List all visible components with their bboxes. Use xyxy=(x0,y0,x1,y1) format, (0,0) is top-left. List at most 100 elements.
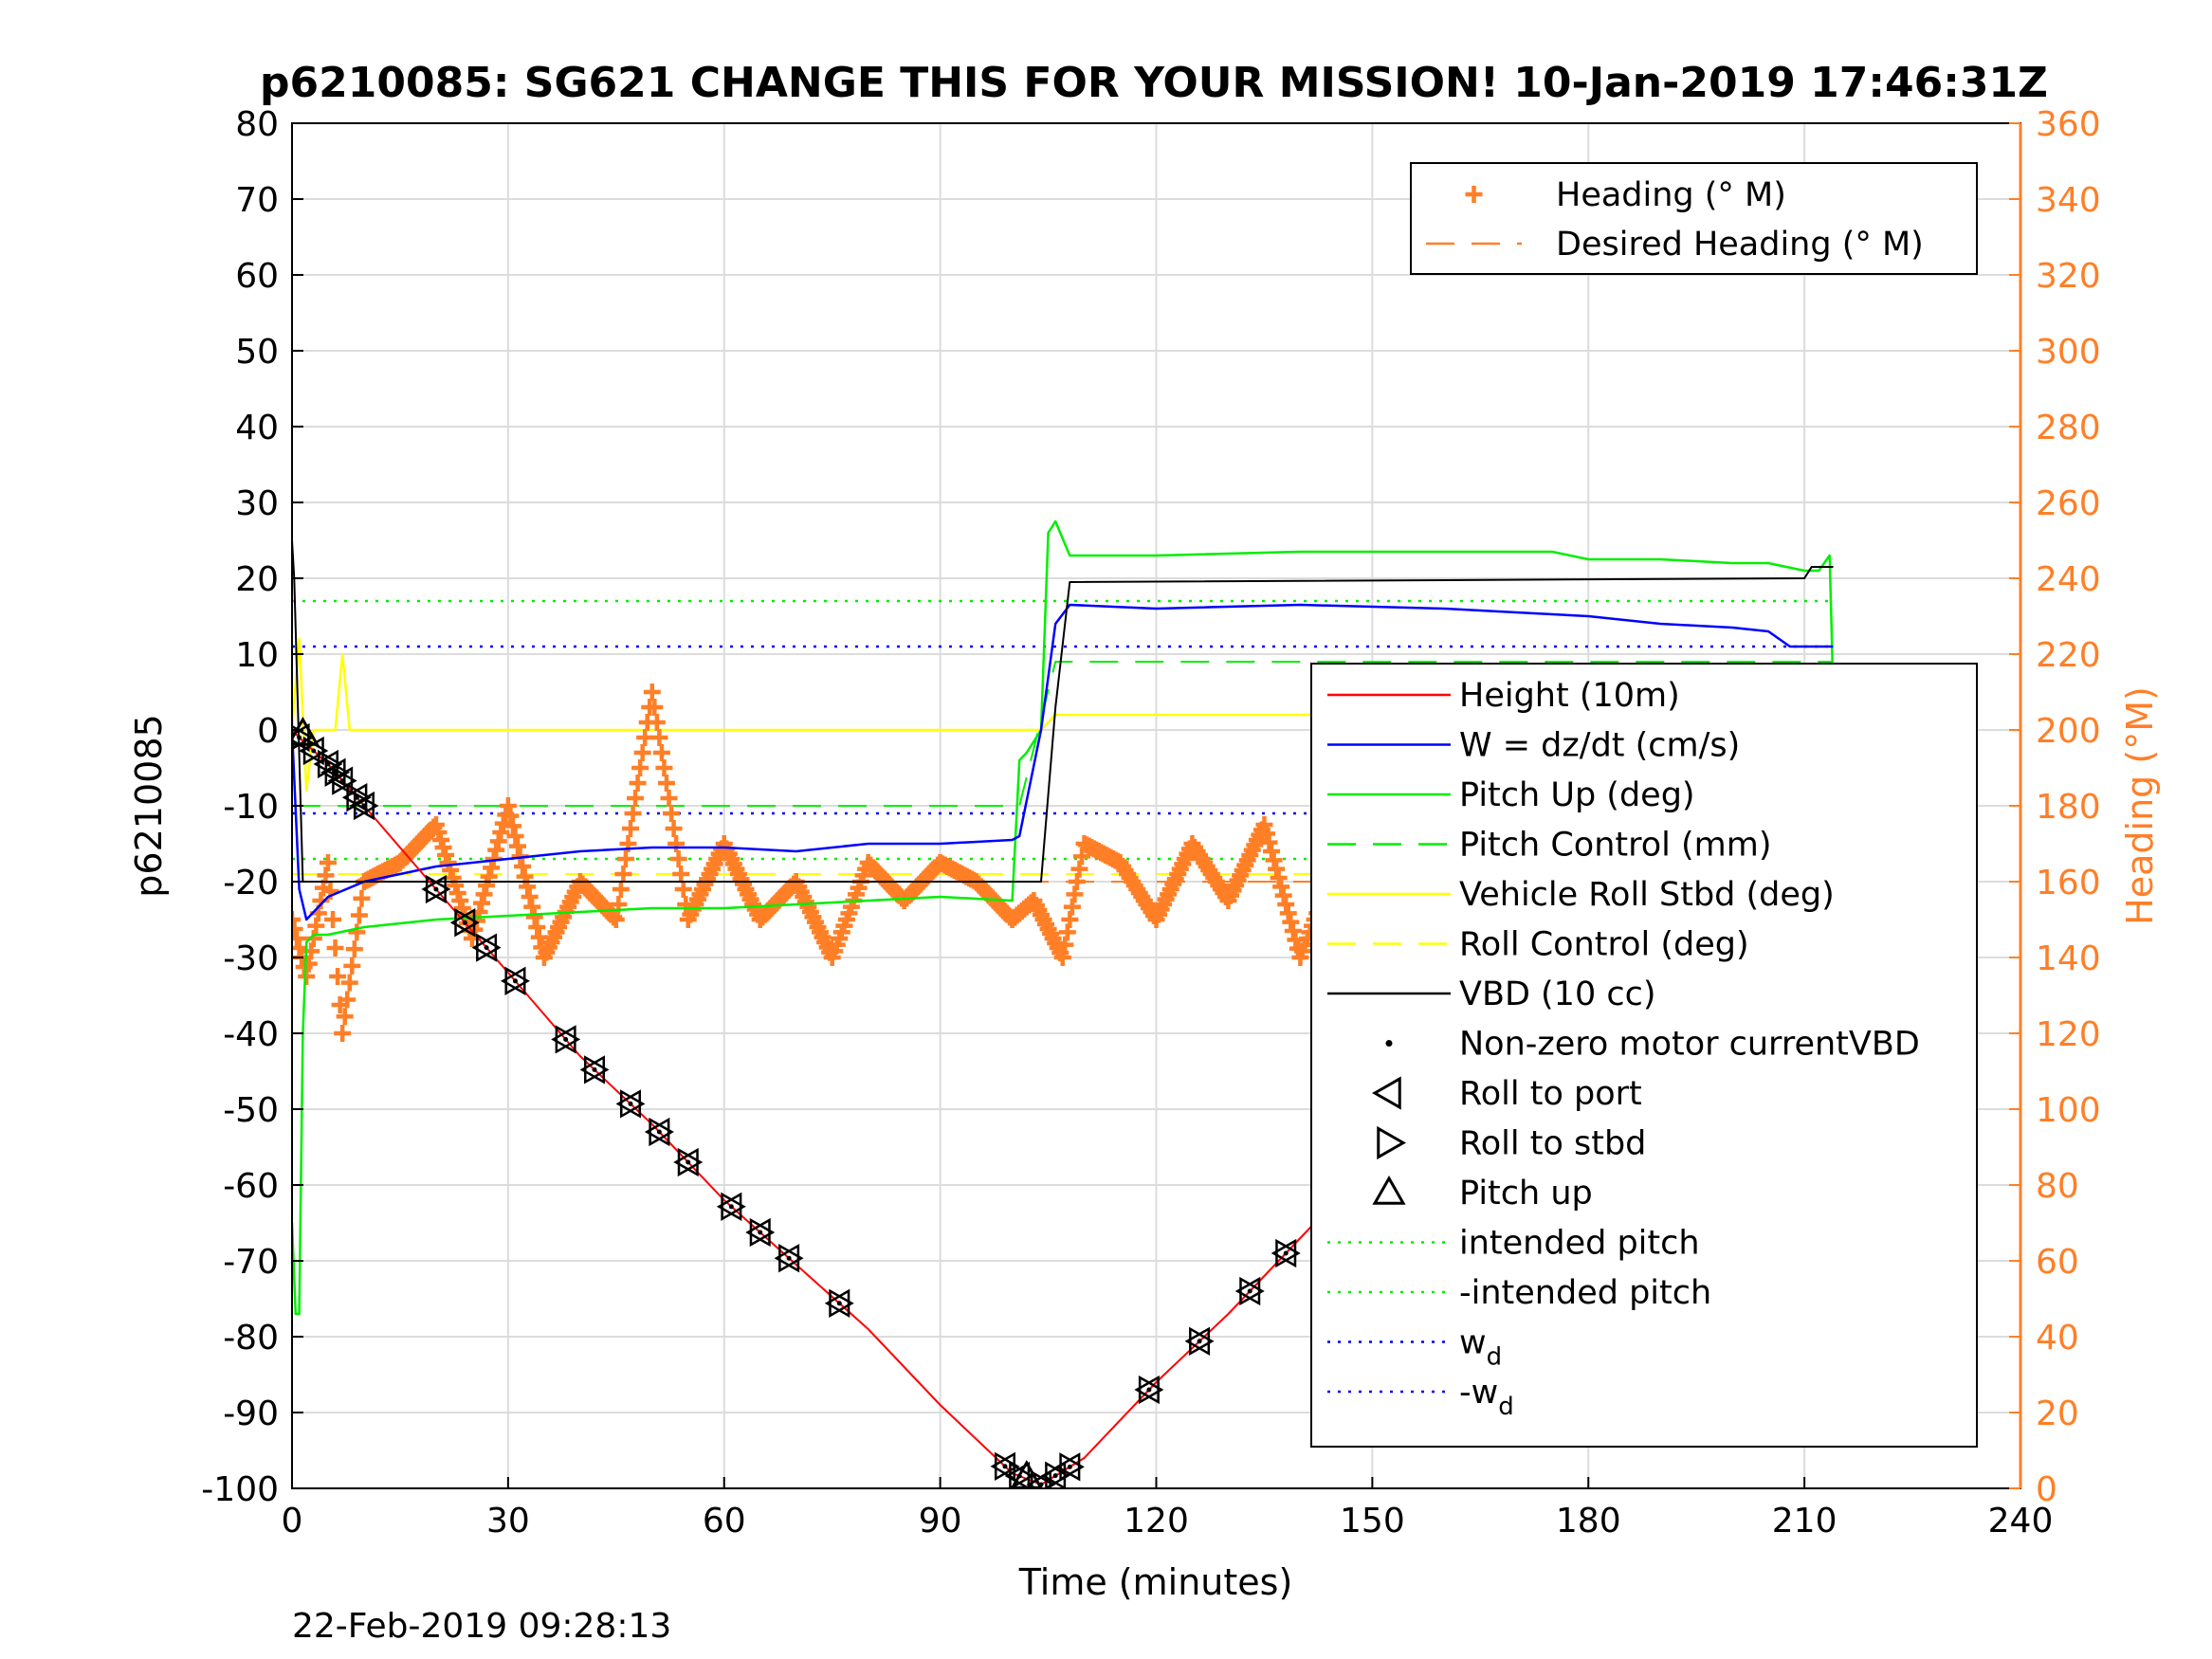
roll-to-stbd-marker xyxy=(994,1451,1020,1481)
y-tick-label-left: -60 xyxy=(223,1167,279,1206)
heading-point xyxy=(607,911,625,928)
motor-current-dot xyxy=(512,978,518,984)
heading-point xyxy=(353,889,371,907)
legend-label: Height (10m) xyxy=(1459,677,1680,715)
motor-current-dot xyxy=(563,1036,569,1042)
motor-current-dot xyxy=(361,803,367,809)
y-tick-label-right: 40 xyxy=(2036,1319,2079,1358)
heading-point xyxy=(1270,869,1288,886)
y-tick-label-right: 120 xyxy=(2036,1015,2101,1054)
y-tick-label-left: -20 xyxy=(223,864,279,902)
roll-to-stbd-marker xyxy=(1275,1238,1301,1268)
legend-sample-dot xyxy=(1385,1040,1393,1047)
y-tick-label-right: 320 xyxy=(2036,257,2101,296)
roll-to-stbd-marker xyxy=(504,966,530,995)
x-tick-label: 120 xyxy=(1124,1502,1189,1540)
heading-point xyxy=(525,908,543,926)
roll-to-stbd-marker xyxy=(620,1089,646,1119)
y-tick-label-left: 0 xyxy=(257,712,279,751)
heading-point xyxy=(1279,904,1297,922)
heading-point xyxy=(643,684,661,701)
roll-to-port-marker xyxy=(551,1025,576,1054)
heading-point xyxy=(657,775,675,792)
heading-point xyxy=(312,892,330,909)
heading-point xyxy=(669,850,687,867)
y-tick-label-right: 180 xyxy=(2036,788,2101,827)
series-vbd-10-cc xyxy=(292,539,1834,883)
motor-current-dot xyxy=(1067,1464,1072,1469)
heading-point xyxy=(655,759,673,776)
x-tick-label: 210 xyxy=(1772,1502,1837,1540)
motor-current-dot xyxy=(836,1301,842,1306)
legend-label: Roll Control (deg) xyxy=(1459,926,1749,964)
x-tick-label: 150 xyxy=(1340,1502,1405,1540)
motor-current-dot xyxy=(311,748,317,754)
motor-current-dot xyxy=(758,1230,763,1235)
heading-point xyxy=(530,928,548,946)
y-tick-label-right: 160 xyxy=(2036,864,2101,902)
heading-point xyxy=(336,1008,354,1026)
heading-point xyxy=(1265,851,1283,869)
legend-label: Roll to port xyxy=(1459,1075,1642,1113)
heading-point xyxy=(1272,878,1290,896)
pitch-up-marker xyxy=(292,716,320,746)
heading-point xyxy=(329,968,347,985)
heading-point xyxy=(1257,825,1275,843)
motor-current-dot xyxy=(433,886,439,892)
legend-label: Vehicle Roll Stbd (deg) xyxy=(1459,876,1835,914)
heading-point xyxy=(340,974,358,992)
motor-current-dot xyxy=(1146,1387,1152,1393)
legend-label: Roll to stbd xyxy=(1459,1125,1646,1163)
roll-to-stbd-marker xyxy=(346,783,372,812)
heading-point xyxy=(338,991,356,1009)
x-tick-label: 90 xyxy=(919,1502,962,1540)
heading-point xyxy=(627,790,645,807)
roll-to-stbd-marker xyxy=(324,757,351,787)
y-tick-label-right: 0 xyxy=(2036,1470,2057,1509)
heading-point xyxy=(350,906,368,924)
heading-point xyxy=(473,894,491,912)
roll-to-stbd-marker xyxy=(778,1244,804,1273)
x-tick-label: 0 xyxy=(282,1502,303,1540)
roll-to-port-marker xyxy=(471,933,498,962)
heading-point xyxy=(345,940,363,958)
heading-point xyxy=(672,866,690,883)
heading-point xyxy=(674,881,692,898)
chart-title: p6210085: SG621 CHANGE THIS FOR YOUR MIS… xyxy=(260,59,2048,107)
roll-to-stbd-marker xyxy=(649,1117,674,1147)
heading-point xyxy=(334,1025,352,1042)
heading-point xyxy=(1066,885,1084,903)
heading-point xyxy=(1063,898,1081,916)
heading-point xyxy=(528,919,546,936)
y-tick-label-left: 10 xyxy=(235,636,279,675)
heading-point xyxy=(521,888,539,905)
heading-point xyxy=(307,917,325,935)
roll-to-stbd-marker xyxy=(425,874,451,904)
roll-to-stbd-marker xyxy=(584,1055,610,1085)
heading-point xyxy=(304,930,322,947)
y-tick-label-right: 140 xyxy=(2036,939,2101,978)
y-tick-label-left: 80 xyxy=(235,105,279,144)
heading-point xyxy=(1263,843,1281,860)
heading-point xyxy=(631,759,649,776)
y-tick-label-left: 40 xyxy=(235,409,279,447)
roll-to-port-marker xyxy=(500,966,526,995)
y-tick-label-left: -10 xyxy=(223,788,279,827)
motor-current-dot xyxy=(1197,1339,1202,1344)
roll-to-port-marker xyxy=(673,1147,699,1177)
legend-label: W = dz/dt (cm/s) xyxy=(1459,727,1740,765)
roll-to-port-marker xyxy=(1054,1452,1081,1482)
heading-point xyxy=(523,898,541,916)
y-tick-label-left: -40 xyxy=(223,1015,279,1054)
roll-to-port-marker xyxy=(716,1192,742,1221)
y-tick-label-right: 80 xyxy=(2036,1167,2079,1206)
x-tick-label: 60 xyxy=(703,1502,746,1540)
heading-point xyxy=(1061,911,1079,928)
heading-point xyxy=(509,837,527,855)
y-tick-label-right: 220 xyxy=(2036,636,2101,675)
roll-to-stbd-marker xyxy=(1030,1469,1056,1488)
roll-to-stbd-marker xyxy=(476,933,502,962)
y-tick-label-left: -50 xyxy=(223,1091,279,1130)
legend-label: Pitch Up (deg) xyxy=(1459,776,1695,814)
heading-point xyxy=(292,911,301,928)
